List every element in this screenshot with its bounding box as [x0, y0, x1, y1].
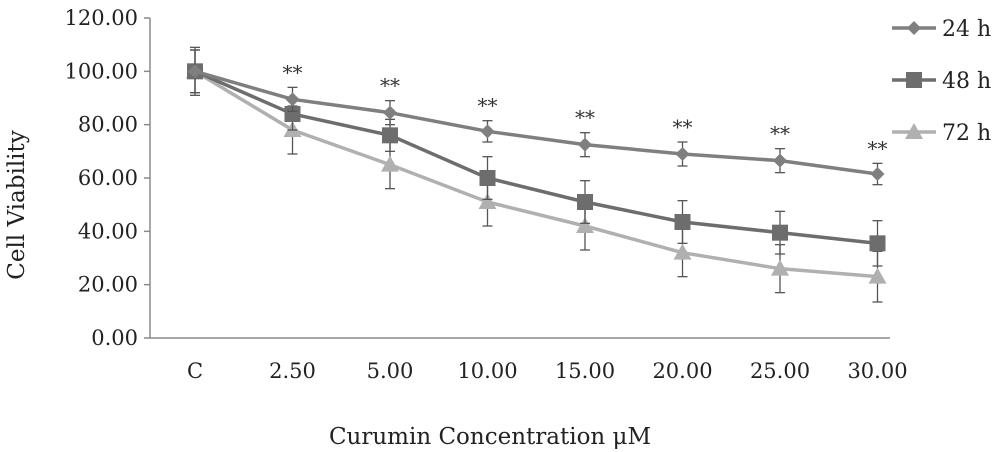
series-48-h [187, 49, 886, 267]
data-point-square [284, 106, 301, 122]
y-tick-label: 20.00 [78, 273, 138, 297]
data-point-triangle [381, 155, 399, 172]
data-point-diamond [383, 105, 397, 120]
series-24-h [188, 49, 885, 186]
x-tick-label: 2.50 [269, 359, 316, 383]
data-point-triangle [576, 217, 594, 233]
legend: 24 h 48 h 72 h [892, 17, 991, 146]
data-point-square [906, 72, 922, 88]
significance-marker: ** [478, 94, 498, 118]
significance-marker: ** [673, 115, 693, 139]
data-point-diamond [675, 147, 690, 161]
data-point-triangle [478, 193, 497, 209]
y-tick-label: 0.00 [91, 326, 138, 350]
data-point-diamond [480, 124, 495, 139]
x-tick-label: C [187, 359, 203, 383]
data-point-square [674, 214, 691, 230]
data-point-diamond [285, 92, 300, 107]
y-tick-label: 100.00 [65, 59, 138, 83]
data-point-triangle [905, 123, 923, 139]
legend-item: 24 h [892, 17, 991, 42]
x-axis-label: Curumin Concentration μM [329, 424, 651, 450]
x-tick-label: 15.00 [555, 359, 615, 383]
legend-label: 24 h [942, 17, 991, 42]
series-line [194, 69, 878, 176]
significance-annotations: ** ** ** ** ** ** ** [283, 60, 888, 160]
axes [149, 18, 890, 339]
y-tick-label: 80.00 [78, 113, 138, 137]
x-tick-label: 5.00 [367, 359, 414, 383]
legend-label: 72 h [942, 121, 991, 146]
significance-marker: ** [283, 60, 303, 84]
y-tick-label: 60.00 [78, 166, 138, 190]
series-line [194, 69, 878, 279]
legend-label: 48 h [942, 69, 991, 94]
legend-item: 48 h [892, 69, 991, 94]
y-tick-label: 120.00 [65, 6, 138, 30]
data-point-square [577, 194, 593, 210]
significance-marker: ** [770, 122, 790, 146]
series-layer [186, 46, 887, 303]
data-point-diamond [773, 153, 787, 168]
data-point-triangle [673, 243, 692, 260]
x-tick-label: 25.00 [750, 359, 810, 383]
y-axis-ticks: 0.00 20.00 40.00 60.00 80.00 100.00 120.00 [65, 6, 150, 350]
series-line [194, 69, 878, 246]
y-tick-label: 40.00 [78, 219, 138, 243]
y-axis-label: Cell Viability [4, 130, 30, 280]
data-point-diamond [578, 137, 592, 152]
data-point-diamond [870, 167, 885, 181]
data-point-triangle [868, 267, 887, 284]
series-72-h [186, 46, 887, 303]
data-point-square [869, 235, 886, 252]
x-tick-label: 20.00 [652, 359, 712, 383]
significance-marker: ** [380, 74, 400, 98]
x-axis-ticks: C 2.50 5.00 10.00 15.00 20.00 25.00 30.00 [187, 359, 908, 383]
significance-marker: ** [868, 136, 888, 160]
data-point-square [772, 224, 788, 241]
x-tick-label: 10.00 [457, 359, 517, 383]
data-point-diamond [907, 21, 921, 35]
data-point-diamond [188, 64, 202, 79]
data-point-triangle [771, 259, 789, 276]
x-tick-label: 30.00 [847, 359, 907, 383]
data-point-square [382, 127, 398, 144]
data-point-square [479, 170, 496, 186]
legend-item: 72 h [892, 121, 991, 146]
significance-marker: ** [575, 106, 595, 130]
